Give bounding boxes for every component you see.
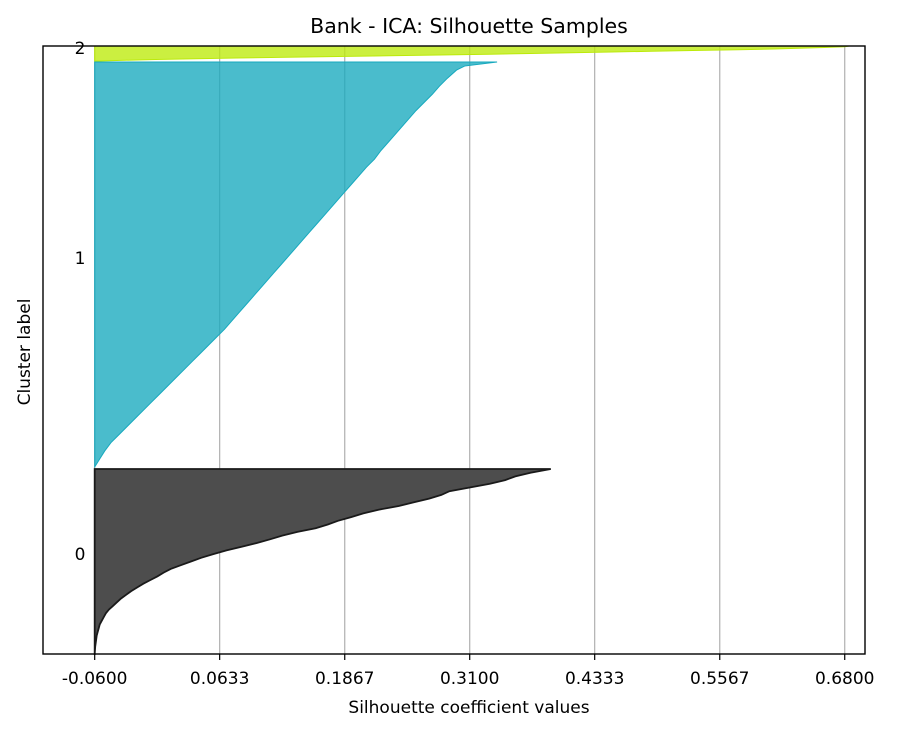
data-layer xyxy=(93,45,850,655)
x-tick-label: 0.3100 xyxy=(440,669,499,689)
silhouette-band-cluster-2 xyxy=(94,45,850,62)
x-tick-label: -0.0600 xyxy=(62,669,128,689)
x-tick-label: 0.0633 xyxy=(190,669,249,689)
cluster-label-1: 1 xyxy=(75,249,86,269)
cluster-label-0: 0 xyxy=(75,545,86,565)
x-axis-label: Silhouette coefficient values xyxy=(348,698,589,718)
cluster-label-2: 2 xyxy=(75,39,86,59)
x-tick-label: 0.4333 xyxy=(565,669,624,689)
y-axis-label: Cluster label xyxy=(15,299,35,406)
x-tick-label: 0.6800 xyxy=(815,669,874,689)
plot-frame xyxy=(42,45,866,655)
x-tick-label: 0.1867 xyxy=(315,669,374,689)
silhouette-band-cluster-0 xyxy=(93,468,551,655)
chart-title: Bank - ICA: Silhouette Samples xyxy=(310,14,628,38)
x-tick-label: 0.5567 xyxy=(690,669,749,689)
tick-layer: -0.0600 0.0633 0.1867 0.3100 0.4333 0.5567 0.6… xyxy=(62,39,875,689)
silhouette-band-cluster-1 xyxy=(93,61,498,468)
